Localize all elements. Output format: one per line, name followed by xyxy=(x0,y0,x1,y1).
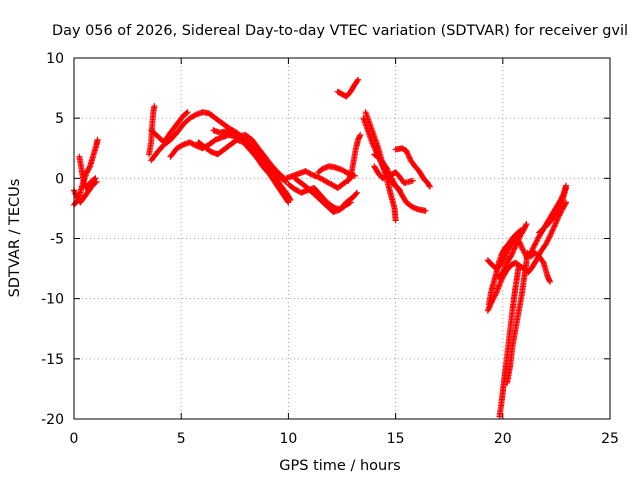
chart-title: Day 056 of 2026, Sidereal Day-to-day VTE… xyxy=(52,23,628,39)
data-point xyxy=(426,183,433,190)
data-point xyxy=(355,76,362,83)
data-point xyxy=(282,178,289,185)
data-point xyxy=(550,224,557,231)
y-tick-label: 5 xyxy=(55,111,64,127)
data-point xyxy=(151,103,158,110)
grid xyxy=(74,58,610,419)
data-point xyxy=(184,109,191,116)
plot-frame xyxy=(73,57,611,420)
data-point xyxy=(91,176,98,183)
y-tick-label: 0 xyxy=(55,171,64,187)
x-tick-label: 10 xyxy=(279,431,297,447)
data-point xyxy=(94,136,101,143)
data-point xyxy=(522,222,529,229)
data-point xyxy=(422,207,429,214)
y-tick-label: -10 xyxy=(41,292,64,308)
y-tick-label: 10 xyxy=(46,51,64,67)
data-point xyxy=(563,185,569,191)
data-point xyxy=(354,77,361,84)
data-point xyxy=(547,278,553,285)
y-axis-label: SDTVAR / TECUs xyxy=(7,179,23,298)
data-point xyxy=(510,246,517,253)
data-point xyxy=(92,175,99,182)
data-point xyxy=(284,198,291,205)
y-axis: 10 5 0 -5 -10 -15 -20 xyxy=(41,51,610,428)
x-tick-label: 0 xyxy=(70,431,79,447)
y-tick-label: -20 xyxy=(41,412,64,428)
data-points xyxy=(71,76,569,420)
y-tick-label: -15 xyxy=(41,352,64,368)
data-point xyxy=(523,221,530,228)
data-point xyxy=(426,182,433,189)
data-point xyxy=(183,110,190,117)
x-axis-label: GPS time / hours xyxy=(279,458,400,474)
data-point xyxy=(553,219,560,226)
x-axis: 0 5 10 15 20 25 xyxy=(70,58,619,447)
data-point xyxy=(385,168,392,175)
data-point xyxy=(409,177,416,184)
data-point xyxy=(353,190,360,197)
x-tick-label: 5 xyxy=(177,431,186,447)
data-point xyxy=(392,217,399,224)
data-point xyxy=(524,249,531,256)
data-point xyxy=(513,241,520,248)
x-tick-label: 25 xyxy=(601,431,619,447)
y-tick-label: -5 xyxy=(50,232,64,248)
x-tick-label: 20 xyxy=(494,431,512,447)
x-tick-label: 15 xyxy=(387,431,405,447)
data-point xyxy=(354,189,360,196)
data-point xyxy=(285,199,292,206)
data-point xyxy=(396,186,402,193)
data-point xyxy=(357,132,364,138)
data-point xyxy=(515,262,522,268)
data-point xyxy=(396,187,403,194)
